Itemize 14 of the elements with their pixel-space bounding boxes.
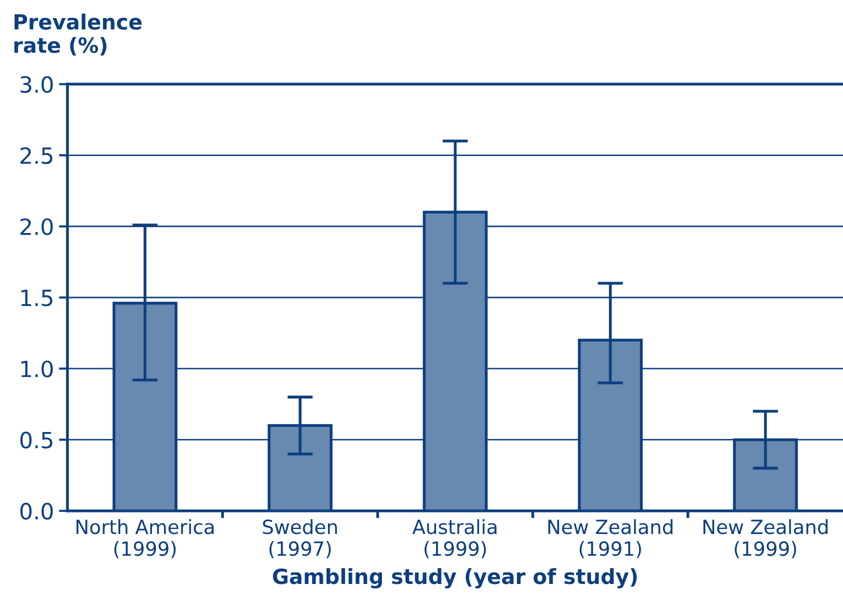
x-tick-label: Sweden (1997) (262, 519, 337, 558)
y-tick-label: 0.5 (20, 432, 52, 448)
y-tick-label: 0.0 (20, 502, 53, 520)
y-tick-label: 2.0 (20, 218, 53, 236)
x-axis-title: Gambling study (year of study) (272, 568, 637, 588)
y-tick-label: 3.0 (20, 76, 53, 93)
x-tick-label: North America (1999) (76, 519, 214, 558)
y-tick-label: 1.0 (21, 360, 53, 378)
x-tick-label: Australia (1999) (412, 519, 496, 558)
y-tick-label: 1.5 (21, 290, 52, 306)
x-tick-label: New Zealand (1991) (548, 519, 672, 558)
y-axis-title: Prevalence rate (%) (14, 14, 142, 56)
x-tick-label: New Zealand (1999) (703, 519, 828, 558)
y-tick-label: 2.5 (20, 147, 52, 164)
